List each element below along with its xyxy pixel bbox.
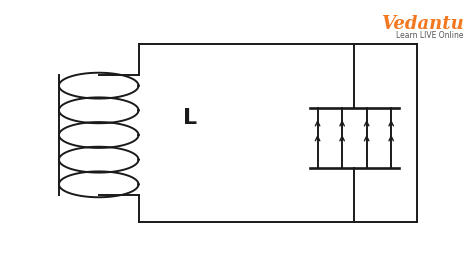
Text: Learn LIVE Online: Learn LIVE Online (396, 31, 464, 40)
Text: L: L (183, 108, 197, 128)
Text: Vedantu: Vedantu (381, 15, 464, 33)
